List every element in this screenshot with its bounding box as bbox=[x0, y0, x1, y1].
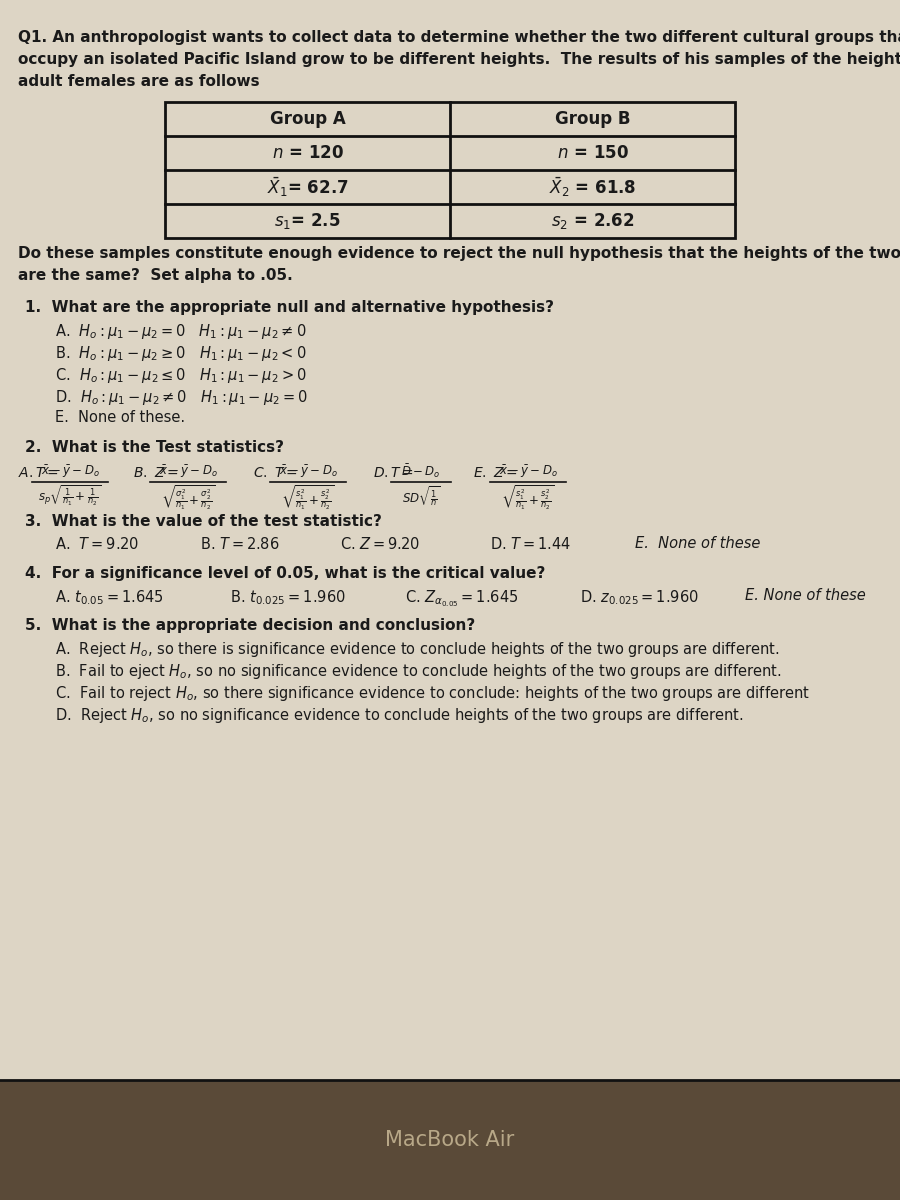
Text: are the same?  Set alpha to .05.: are the same? Set alpha to .05. bbox=[18, 268, 292, 283]
Text: MacBook Air: MacBook Air bbox=[385, 1130, 515, 1150]
Text: $n$ = 120: $n$ = 120 bbox=[272, 144, 344, 162]
Text: $\sqrt{\frac{s_1^2}{n_1}+\frac{s_2^2}{n_2}}$: $\sqrt{\frac{s_1^2}{n_1}+\frac{s_2^2}{n_… bbox=[501, 484, 554, 512]
Text: $\sqrt{\frac{s_1^2}{n_1}+\frac{s_2^2}{n_2}}$: $\sqrt{\frac{s_1^2}{n_1}+\frac{s_2^2}{n_… bbox=[281, 484, 335, 512]
Bar bbox=[165, 102, 735, 238]
Text: $E.\ Z=$: $E.\ Z=$ bbox=[473, 466, 518, 480]
Text: $\bar{x}-\bar{y}-D_o$: $\bar{x}-\bar{y}-D_o$ bbox=[40, 463, 99, 480]
Text: B. $T = 2.86$: B. $T = 2.86$ bbox=[200, 536, 280, 552]
Text: C. $Z_{\alpha_{0.05}} = 1.645$: C. $Z_{\alpha_{0.05}} = 1.645$ bbox=[405, 588, 518, 608]
Text: B.  $H_o: \mu_1 - \mu_2 \geq 0$   $H_1: \mu_1 - \mu_2 < 0$: B. $H_o: \mu_1 - \mu_2 \geq 0$ $H_1: \mu… bbox=[55, 344, 306, 362]
Text: E.  None of these.: E. None of these. bbox=[55, 410, 185, 425]
Text: Group B: Group B bbox=[554, 110, 630, 128]
Text: A. $t_{0.05} = 1.645$: A. $t_{0.05} = 1.645$ bbox=[55, 588, 164, 607]
Text: E. None of these: E. None of these bbox=[745, 588, 866, 602]
Text: $s_2$ = 2.62: $s_2$ = 2.62 bbox=[551, 211, 634, 230]
Text: C.  $H_o: \mu_1 - \mu_2 \leq 0$   $H_1: \mu_1 - \mu_2 > 0$: C. $H_o: \mu_1 - \mu_2 \leq 0$ $H_1: \mu… bbox=[55, 366, 307, 385]
Text: $\bar{D}-D_o$: $\bar{D}-D_o$ bbox=[401, 462, 441, 480]
Text: C. $Z = 9.20$: C. $Z = 9.20$ bbox=[340, 536, 420, 552]
Text: C.  Fail to reject $H_o$, so there significance evidence to conclude: heights of: C. Fail to reject $H_o$, so there signif… bbox=[55, 684, 810, 703]
Text: 2.  What is the Test statistics?: 2. What is the Test statistics? bbox=[25, 440, 284, 455]
Text: B.  Fail to eject $H_o$, so no significance evidence to conclude heights of the : B. Fail to eject $H_o$, so no significan… bbox=[55, 662, 781, 680]
Text: $s_1$= 2.5: $s_1$= 2.5 bbox=[274, 211, 341, 230]
Text: Q1. An anthropologist wants to collect data to determine whether the two differe: Q1. An anthropologist wants to collect d… bbox=[18, 30, 900, 44]
Text: $A.T=$: $A.T=$ bbox=[18, 466, 58, 480]
Text: $\bar{x}-\bar{y}-D_o$: $\bar{x}-\bar{y}-D_o$ bbox=[499, 463, 557, 480]
Text: D. $T = 1.44$: D. $T = 1.44$ bbox=[490, 536, 572, 552]
Text: $\sqrt{\frac{\sigma_1^2}{n_1}+\frac{\sigma_2^2}{n_2}}$: $\sqrt{\frac{\sigma_1^2}{n_1}+\frac{\sig… bbox=[161, 484, 215, 512]
Text: $B.\ Z=$: $B.\ Z=$ bbox=[133, 466, 178, 480]
Text: $n$ = 150: $n$ = 150 bbox=[556, 144, 628, 162]
Text: $D.T=$: $D.T=$ bbox=[373, 466, 414, 480]
Text: $\bar{X}_1$= 62.7: $\bar{X}_1$= 62.7 bbox=[266, 175, 348, 199]
Text: $SD\sqrt{\frac{1}{n}}$: $SD\sqrt{\frac{1}{n}}$ bbox=[402, 484, 440, 508]
Text: 1.  What are the appropriate null and alternative hypothesis?: 1. What are the appropriate null and alt… bbox=[25, 300, 554, 314]
Text: 4.  For a significance level of 0.05, what is the critical value?: 4. For a significance level of 0.05, wha… bbox=[25, 566, 545, 581]
Text: A.  $T = 9.20$: A. $T = 9.20$ bbox=[55, 536, 139, 552]
Text: D.  Reject $H_o$, so no significance evidence to conclude heights of the two gro: D. Reject $H_o$, so no significance evid… bbox=[55, 706, 743, 725]
Text: D.  $H_o: \mu_1 - \mu_2 \neq 0$   $H_1: \mu_1 - \mu_2 = 0$: D. $H_o: \mu_1 - \mu_2 \neq 0$ $H_1: \mu… bbox=[55, 388, 308, 407]
Text: B. $t_{0.025} = 1.960$: B. $t_{0.025} = 1.960$ bbox=[230, 588, 346, 607]
Text: A.  Reject $H_o$, so there is significance evidence to conclude heights of the t: A. Reject $H_o$, so there is significanc… bbox=[55, 640, 779, 659]
Text: $C.\ T=$: $C.\ T=$ bbox=[253, 466, 298, 480]
Text: Group A: Group A bbox=[270, 110, 346, 128]
Text: $s_p\sqrt{\frac{1}{n_1}+\frac{1}{n_2}}$: $s_p\sqrt{\frac{1}{n_1}+\frac{1}{n_2}}$ bbox=[39, 484, 102, 509]
Bar bbox=[0, 1080, 900, 1200]
Text: adult females are as follows: adult females are as follows bbox=[18, 74, 259, 89]
Text: occupy an isolated Pacific Island grow to be different heights.  The results of : occupy an isolated Pacific Island grow t… bbox=[18, 52, 900, 67]
Text: $\bar{x}-\bar{y}-D_o$: $\bar{x}-\bar{y}-D_o$ bbox=[158, 463, 218, 480]
Text: Do these samples constitute enough evidence to reject the null hypothesis that t: Do these samples constitute enough evide… bbox=[18, 246, 900, 260]
Text: $\bar{X}_2$ = 61.8: $\bar{X}_2$ = 61.8 bbox=[549, 175, 636, 199]
Text: D. $z_{0.025} = 1.960$: D. $z_{0.025} = 1.960$ bbox=[580, 588, 699, 607]
Text: E.  None of these: E. None of these bbox=[635, 536, 760, 551]
Text: A.  $H_o: \mu_1 - \mu_2 = 0$   $H_1: \mu_1 - \mu_2 \neq 0$: A. $H_o: \mu_1 - \mu_2 = 0$ $H_1: \mu_1 … bbox=[55, 322, 306, 341]
Text: $\bar{x}-\bar{y}-D_o$: $\bar{x}-\bar{y}-D_o$ bbox=[279, 463, 338, 480]
Text: 3.  What is the value of the test statistic?: 3. What is the value of the test statist… bbox=[25, 514, 382, 529]
Text: 5.  What is the appropriate decision and conclusion?: 5. What is the appropriate decision and … bbox=[25, 618, 475, 634]
